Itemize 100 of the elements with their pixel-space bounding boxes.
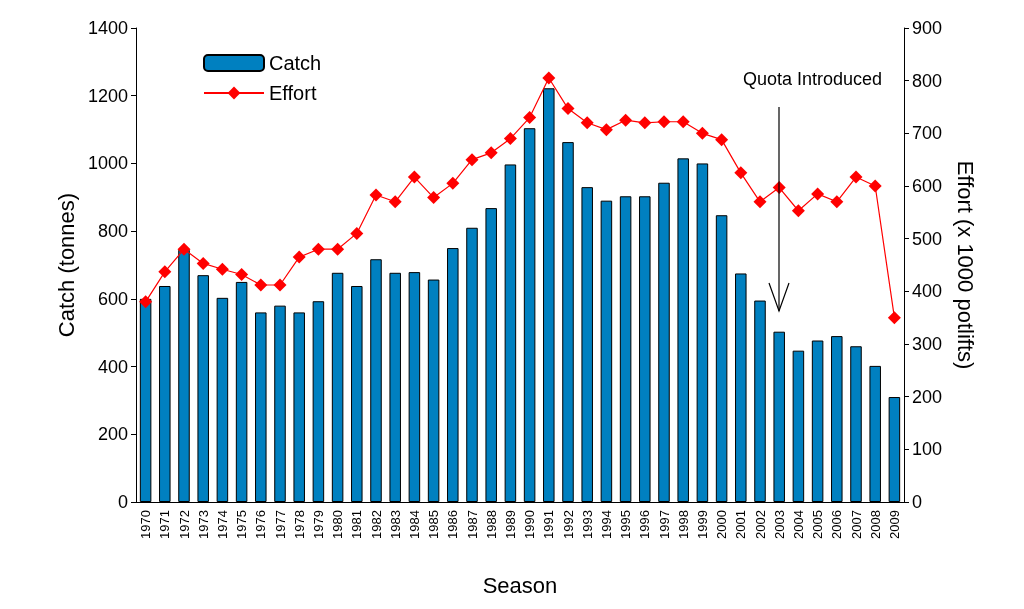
point xyxy=(811,187,825,201)
y2-tick-label: 300 xyxy=(912,334,943,354)
x-tick-label: 2001 xyxy=(733,510,749,539)
annotation: Quota Introduced xyxy=(742,69,883,89)
y2-tick-label: 100 xyxy=(912,439,943,460)
x-tick-label: 1985 xyxy=(426,510,442,539)
point xyxy=(887,311,901,325)
point xyxy=(523,111,537,125)
y-tick-label: 600 xyxy=(97,288,128,309)
point xyxy=(388,195,402,209)
x-tick-label: 1975 xyxy=(234,510,250,539)
x-tick-label: 2009 xyxy=(886,510,902,539)
point xyxy=(196,256,210,270)
point xyxy=(311,242,325,256)
point xyxy=(292,250,306,264)
x-tick-label: 1999 xyxy=(694,510,710,539)
x-tick-label: 1984 xyxy=(406,510,422,539)
x-tick-label: 2006 xyxy=(829,510,845,539)
x-tick-label: 1978 xyxy=(291,510,307,539)
legend-label: Catch xyxy=(269,52,322,74)
y-tick-label: 1000 xyxy=(87,153,128,174)
x-tick-label: 1981 xyxy=(349,510,365,539)
x-tick-label: 1993 xyxy=(579,510,595,539)
x-tick-label: 1992 xyxy=(560,510,576,539)
point xyxy=(638,116,652,130)
point xyxy=(235,267,249,281)
x-tick-label: 1970 xyxy=(138,510,154,539)
y2-axis-title: Effort (x 1000 potlifts) xyxy=(952,160,978,370)
x-tick-label: 1988 xyxy=(483,510,499,539)
x-tick-label: 1977 xyxy=(272,510,288,539)
x-tick-label: 1972 xyxy=(176,510,192,539)
point xyxy=(484,146,498,160)
point xyxy=(676,115,690,129)
point xyxy=(465,153,479,167)
point xyxy=(753,195,767,209)
x-tick-label: 2007 xyxy=(848,510,864,539)
x-tick-label: 1987 xyxy=(464,510,480,539)
x-tick-label: 1995 xyxy=(618,510,634,539)
point xyxy=(849,170,863,184)
legend-label: Effort xyxy=(269,82,317,104)
y-tick-label: 200 xyxy=(97,424,128,445)
y2-tick-label: 900 xyxy=(912,18,943,38)
y2-tick-label: 200 xyxy=(912,386,943,407)
x-tick-label: 1996 xyxy=(637,510,653,539)
point xyxy=(369,188,383,202)
point xyxy=(139,295,153,309)
point xyxy=(868,179,882,193)
point xyxy=(177,242,191,256)
x-tick-label: 2000 xyxy=(714,510,730,539)
point xyxy=(350,226,364,240)
y2-tick-label: 700 xyxy=(912,123,943,144)
x-tick-label: 1986 xyxy=(445,510,461,539)
point xyxy=(427,191,441,205)
point xyxy=(331,242,345,256)
x-tick-label: 2004 xyxy=(790,510,806,539)
x-tick-label: 1991 xyxy=(541,510,557,539)
point xyxy=(503,132,517,146)
x-tick-label: 1998 xyxy=(675,510,691,539)
point xyxy=(657,115,671,129)
point xyxy=(254,278,268,292)
x-tick-label: 1979 xyxy=(310,510,326,539)
y-tick-label: 0 xyxy=(117,492,128,512)
x-tick-label: 1982 xyxy=(368,510,384,539)
point xyxy=(695,126,709,140)
x-tick-label: 2003 xyxy=(771,510,787,539)
x-tick-label: 1980 xyxy=(330,510,346,539)
y2-tick-label: 600 xyxy=(912,176,943,196)
y-tick-label: 400 xyxy=(97,356,128,377)
x-tick-label: 1989 xyxy=(502,510,518,539)
point xyxy=(561,102,575,116)
x-tick-label: 1983 xyxy=(387,510,403,539)
x-axis-title: Season xyxy=(482,572,558,598)
point xyxy=(599,123,613,137)
y2-tick-label: 400 xyxy=(912,281,943,302)
point xyxy=(215,262,229,276)
x-tick-label: 1997 xyxy=(656,510,672,539)
point xyxy=(830,195,844,209)
x-tick-label: 1990 xyxy=(522,510,538,539)
point xyxy=(542,71,556,85)
x-tick-label: 2005 xyxy=(810,510,826,539)
point xyxy=(734,166,748,180)
y2-tick-label: 800 xyxy=(912,70,943,91)
y-tick-label: 1200 xyxy=(87,85,128,106)
y2-tick-label: 0 xyxy=(912,492,923,512)
y-tick-label: 1400 xyxy=(87,18,128,38)
x-tick-label: 1971 xyxy=(157,510,173,539)
point xyxy=(446,176,460,190)
point xyxy=(158,265,172,279)
point xyxy=(407,170,421,184)
x-tick-label: 1974 xyxy=(214,510,230,539)
point xyxy=(273,278,287,292)
x-tick-label: 1976 xyxy=(253,510,269,539)
point xyxy=(580,116,594,130)
x-tick-label: 2002 xyxy=(752,510,768,539)
point xyxy=(791,204,805,218)
point xyxy=(619,113,633,127)
x-tick-label: 1994 xyxy=(598,510,614,539)
point xyxy=(715,133,729,147)
y-axis-title: Catch (tonnes) xyxy=(53,192,79,338)
y2-tick-label: 500 xyxy=(912,228,943,249)
